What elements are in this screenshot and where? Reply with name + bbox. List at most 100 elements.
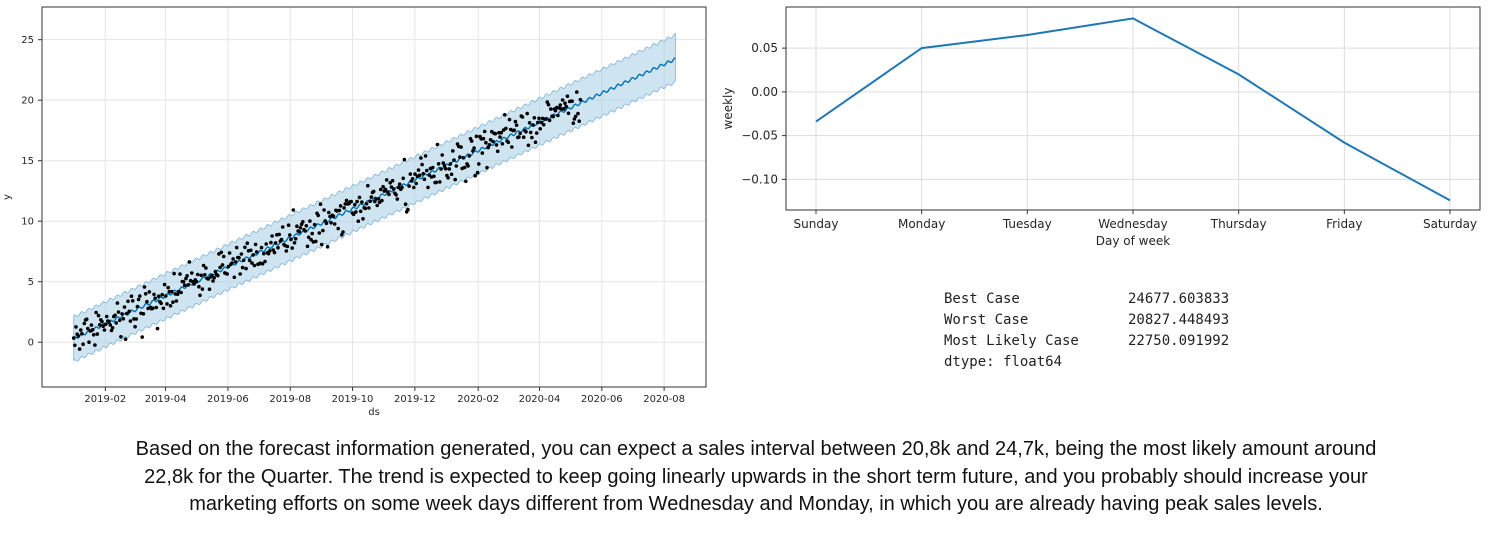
observed-point [195, 272, 200, 277]
observed-point [136, 297, 141, 302]
observed-point [200, 287, 205, 291]
weekly-x-tick-label: Friday [1326, 217, 1362, 231]
observed-point [295, 224, 299, 228]
observed-point [358, 209, 363, 214]
observed-point [312, 222, 317, 227]
observed-point [306, 235, 311, 240]
observed-point [133, 324, 137, 329]
observed-point [536, 120, 540, 125]
summary-label: Best Case [944, 291, 1020, 307]
observed-point [304, 224, 309, 228]
observed-point [234, 245, 239, 250]
observed-point [528, 130, 533, 135]
observed-point [186, 283, 190, 287]
observed-point [461, 156, 466, 160]
observed-point [220, 263, 225, 267]
forecast-x-tick-label: 2019-10 [332, 394, 374, 405]
observed-point [558, 103, 563, 107]
observed-point [471, 149, 475, 153]
observed-point [121, 317, 126, 321]
observed-point [337, 208, 342, 213]
observed-point [182, 283, 187, 288]
observed-point [577, 119, 581, 123]
observed-point [324, 221, 329, 226]
observed-point [179, 290, 183, 295]
weekly-seasonality-chart: 0.05 0.00 −0.05 −0.10 Sunday Monday Tuesday Wed… [721, 6, 1481, 248]
observed-point [161, 306, 166, 311]
observed-point [109, 328, 114, 333]
observed-point [95, 332, 100, 336]
observed-point [408, 172, 413, 176]
observed-point [152, 292, 156, 297]
observed-point [143, 292, 148, 296]
observed-point [87, 340, 91, 345]
observed-point [464, 179, 468, 184]
observed-point [115, 301, 120, 305]
observed-point [263, 259, 267, 264]
observed-point [232, 275, 237, 280]
observed-point [446, 176, 450, 180]
observed-point [259, 245, 264, 250]
observed-point [544, 117, 548, 121]
summary-value: 20827.448493 [1128, 312, 1230, 328]
observed-point [314, 239, 318, 244]
observed-point [71, 336, 76, 340]
observed-point [530, 135, 534, 140]
observed-point [527, 121, 532, 125]
observed-point [103, 322, 108, 327]
observed-point [207, 287, 212, 292]
observed-point [353, 202, 357, 207]
observed-point [477, 162, 481, 166]
observed-point [227, 251, 232, 255]
observed-point [485, 165, 489, 170]
observed-point [491, 139, 495, 144]
observed-point [89, 323, 94, 327]
observed-point [134, 317, 139, 321]
observed-point [237, 255, 241, 260]
observed-point [319, 242, 324, 247]
observed-point [225, 272, 229, 276]
weekly-x-tick-label: Tuesday [1002, 217, 1052, 231]
observed-point [562, 107, 566, 111]
observed-point [102, 328, 107, 332]
observed-point [130, 299, 135, 303]
observed-point [82, 321, 87, 326]
observed-point [155, 326, 160, 331]
observed-point [332, 222, 337, 226]
observed-point [367, 206, 371, 210]
observed-point [74, 325, 78, 329]
observed-point [321, 228, 325, 233]
observed-point [578, 97, 583, 102]
observed-point [241, 258, 246, 263]
observed-point [381, 184, 385, 189]
observed-point [443, 166, 448, 171]
observed-point [113, 313, 117, 318]
observed-point [303, 229, 308, 233]
observed-point [293, 237, 298, 241]
observed-point [459, 145, 463, 149]
observed-point [244, 266, 248, 271]
observed-point [526, 143, 531, 148]
observed-point [273, 241, 278, 245]
forecast-y-tick-label: 10 [21, 217, 34, 228]
observed-point [135, 304, 140, 309]
observed-point [297, 230, 302, 234]
observed-point [481, 136, 486, 141]
observed-point [267, 249, 272, 253]
observed-point [454, 164, 459, 168]
observed-point [76, 334, 81, 338]
forecast-chart: 0 5 10 15 20 25 2019-02 2019-04 2019-06 2019-08 20… [2, 6, 707, 418]
observed-point [172, 271, 176, 276]
observed-point [560, 98, 565, 102]
weekly-y-tick-label: 0.05 [751, 41, 778, 55]
observed-point [520, 115, 525, 119]
weekly-axis-ticks: 0.05 0.00 −0.05 −0.10 Sunday Monday Tuesday Wed… [741, 41, 1477, 231]
observed-point [162, 282, 167, 287]
observed-point [419, 156, 423, 160]
observed-point [495, 149, 500, 154]
observed-point [160, 292, 164, 297]
forecast-line [73, 57, 676, 339]
observed-point [422, 177, 427, 182]
observed-point [512, 128, 516, 132]
observed-point [91, 333, 96, 337]
